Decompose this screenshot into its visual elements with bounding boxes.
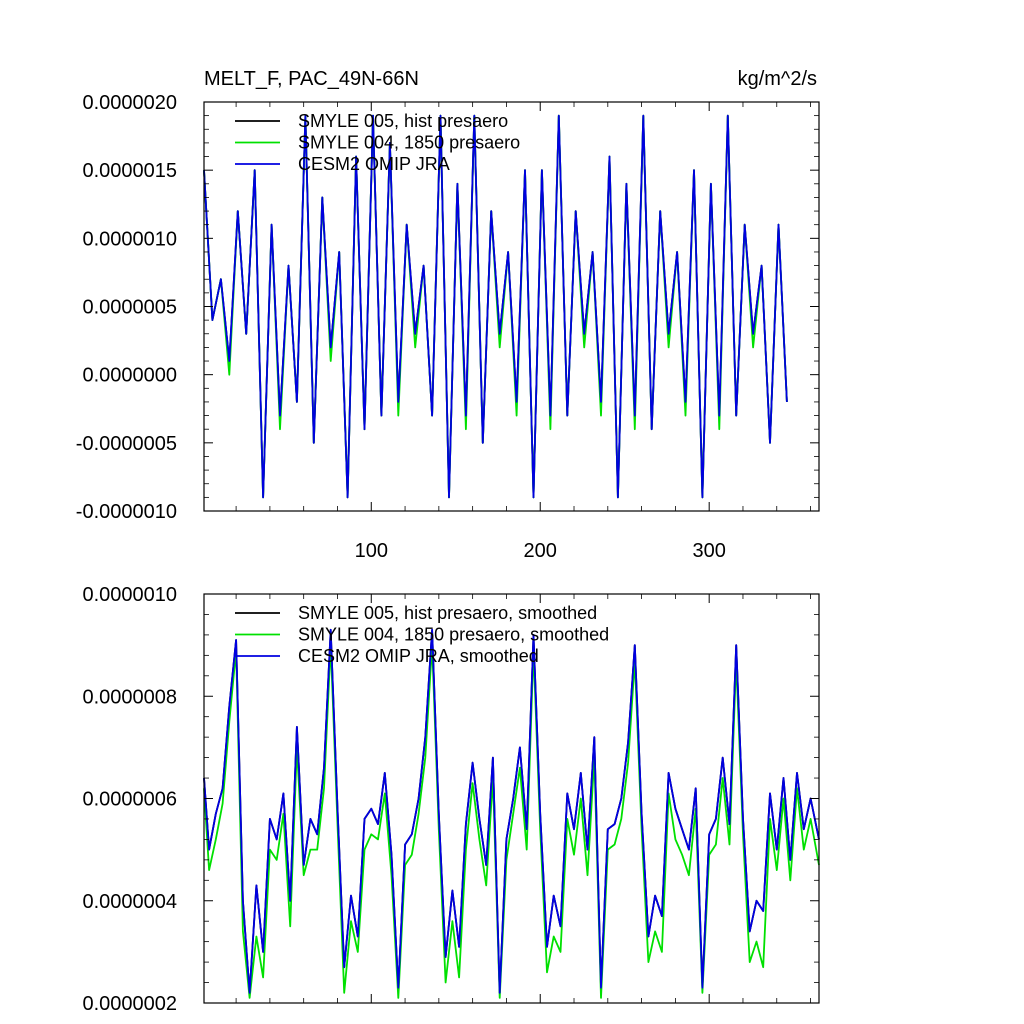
series-group xyxy=(203,628,820,999)
y-tick-label: -0.0000010 xyxy=(76,501,177,523)
y-tick-label: 0.0000010 xyxy=(82,228,177,250)
series-group xyxy=(203,114,788,499)
y-tick-label: 0.0000020 xyxy=(82,92,177,114)
chart-panel-2: 0.0000002 0.0000004 0.0000006 0.0000008 0.00… xyxy=(82,584,820,1015)
y-tick-label: 0.0000006 xyxy=(82,789,177,811)
series-line-2 xyxy=(203,644,820,999)
legend-label: SMYLE 005, hist presaero, smoothed xyxy=(298,603,597,623)
legend-label: CESM2 OMIP JRA, smoothed xyxy=(298,646,539,666)
y-tick-label: 0.0000002 xyxy=(82,993,177,1015)
series-line-3 xyxy=(203,628,820,994)
y-tick-label: -0.0000005 xyxy=(76,433,177,455)
y-tick-label: 0.0000004 xyxy=(82,891,177,913)
y-tick-label: 0.0000008 xyxy=(82,686,177,708)
y-tick-label: 0.0000005 xyxy=(82,297,177,319)
x-tick-label: 200 xyxy=(524,540,557,562)
y-tick-label: 0.0000015 xyxy=(82,160,177,182)
x-tick-label: 300 xyxy=(692,540,725,562)
chart-panel-1: -0.0000010 -0.0000005 0.0000000 0.0000005 0.… xyxy=(76,68,820,562)
legend-label: SMYLE 005, hist presaero xyxy=(298,111,508,131)
y-tick-label: 0.0000000 xyxy=(82,365,177,387)
series-line-3 xyxy=(203,114,788,499)
legend-label: SMYLE 004, 1850 presaero, smoothed xyxy=(298,625,609,645)
x-tick-label: 100 xyxy=(355,540,388,562)
legend-label: CESM2 OMIP JRA xyxy=(298,154,450,174)
legend: SMYLE 005, hist presaero, smoothedSMYLE … xyxy=(235,603,609,666)
chart-title: MELT_F, PAC_49N-66N xyxy=(204,68,419,90)
units-label: kg/m^2/s xyxy=(738,68,817,90)
legend-label: SMYLE 004, 1850 presaero xyxy=(298,133,520,153)
y-tick-label: 0.0000010 xyxy=(82,584,177,606)
